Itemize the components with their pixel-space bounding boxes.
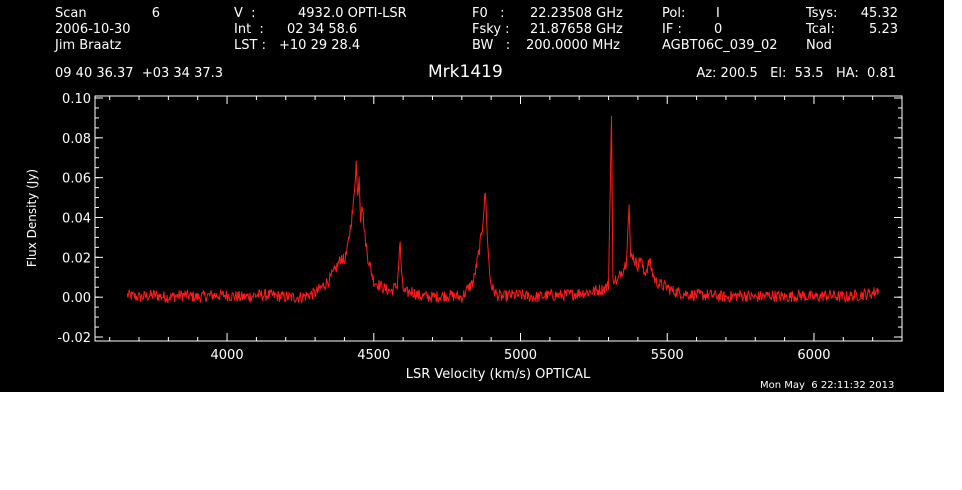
y-tick-label: 0.08: [62, 132, 91, 147]
az-el-ha: Az: 200.5 El: 53.5 HA: 0.81: [696, 66, 896, 81]
plot-window: Scan 6 2006-10-30 Jim Braatz V : 4932.0 …: [0, 0, 944, 392]
y-axis-label: Flux Density (Jy): [25, 169, 39, 267]
velocity-label: V :: [234, 6, 256, 21]
source-coordinates: 09 40 36.37 +03 34 37.3: [55, 66, 224, 81]
tsys-value: 45.32: [860, 6, 898, 21]
y-tick-label: 0.04: [62, 212, 91, 227]
fsky-label: Fsky :: [472, 22, 510, 37]
tsys-label: Tsys:: [806, 6, 838, 21]
int-value: 02 34 58.6: [287, 22, 358, 37]
f0-label: F0 :: [472, 6, 505, 21]
scan-label: Scan: [55, 6, 87, 21]
x-tick-label: 4500: [357, 348, 390, 363]
tcal-label: Tcal:: [806, 22, 835, 37]
f0-value: 22.23508 GHz: [530, 6, 623, 21]
observer-name: Jim Braatz: [55, 38, 122, 53]
if-label: IF :: [662, 22, 682, 37]
source-name: Mrk1419: [428, 62, 503, 82]
scan-value: 6: [151, 6, 160, 21]
x-tick-label: 6000: [797, 348, 830, 363]
y-tick-label: 0.06: [62, 172, 91, 187]
lst-label: LST :: [234, 38, 266, 53]
int-label: Int :: [234, 22, 264, 37]
x-tick-label: 4000: [211, 348, 244, 363]
spectrum-chart: -0.02 0.00 0.02 0.04 0.06 0.08 0.10 4000 4500 50…: [25, 92, 903, 382]
project-id: AGBT06C_039_02: [662, 38, 778, 53]
x-tick-label: 5500: [651, 348, 684, 363]
x-axis-ticks: 4000 4500 5000 5500 6000: [109, 96, 903, 363]
velocity-value: 4932.0 OPTI-LSR: [298, 6, 407, 21]
lst-value: +10 29 28.4: [279, 38, 361, 53]
y-tick-label: -0.02: [57, 331, 91, 346]
if-value: 0: [714, 22, 723, 37]
flux-spectrum-line: [126, 115, 879, 305]
pol-label: Pol:: [662, 6, 686, 21]
plot-timestamp: Mon May 6 22:11:32 2013: [760, 380, 895, 391]
y-tick-label: 0.10: [62, 92, 91, 107]
observation-date: 2006-10-30: [55, 22, 131, 37]
fsky-value: 21.87658 GHz: [530, 22, 623, 37]
y-axis-ticks: -0.02 0.00 0.02 0.04 0.06 0.08 0.10: [57, 92, 902, 346]
axes-frame: [94, 95, 903, 342]
y-tick-label: 0.02: [62, 251, 91, 266]
procedure-name: Nod: [806, 38, 832, 53]
pol-value: I: [716, 6, 720, 21]
y-tick-label: 0.00: [62, 291, 91, 306]
tcal-value: 5.23: [869, 22, 898, 37]
x-axis-label: LSR Velocity (km/s) OPTICAL: [406, 367, 591, 382]
x-tick-label: 5000: [504, 348, 537, 363]
bw-label: BW :: [472, 38, 511, 53]
bw-value: 200.0000 MHz: [526, 38, 620, 53]
